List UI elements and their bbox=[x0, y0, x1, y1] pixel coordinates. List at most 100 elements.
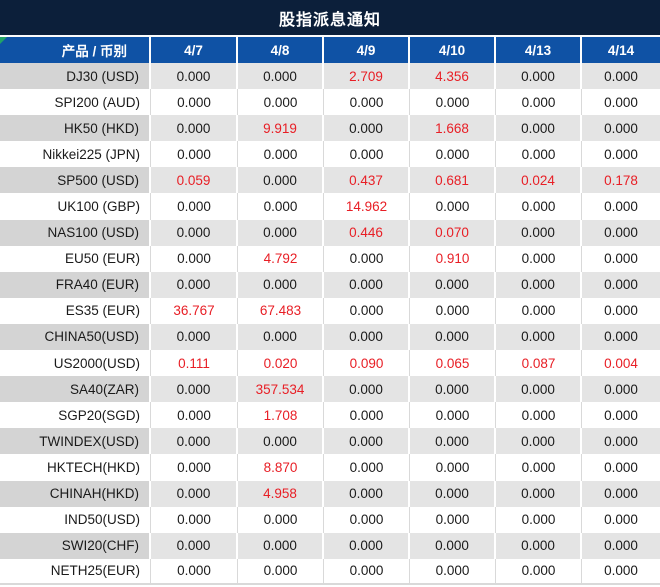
product-cell: TWINDEX(USD) bbox=[0, 428, 151, 455]
value-cell: 0.000 bbox=[496, 193, 582, 220]
product-cell: SGP20(SGD) bbox=[0, 402, 151, 429]
table-row: SGP20(SGD) 0.000 1.708 0.000 0.000 0.000 0.000 bbox=[0, 402, 660, 429]
value-cell: 0.000 bbox=[582, 480, 660, 507]
table-row: IND50(USD) 0.000 0.000 0.000 0.000 0.000 0.000 bbox=[0, 506, 660, 533]
value-cell: 0.000 bbox=[582, 376, 660, 403]
dividend-table: 产品 / 币别 4/7 4/8 4/9 4/10 4/13 4/14 DJ30 (USD) 0… bbox=[0, 37, 660, 585]
product-header-label: 产品 / 币别 bbox=[61, 44, 127, 59]
value-cell: 0.111 bbox=[151, 350, 238, 377]
value-cell: 0.000 bbox=[151, 506, 238, 533]
value-cell: 0.000 bbox=[151, 271, 238, 298]
value-cell: 0.000 bbox=[496, 245, 582, 272]
column-header-date: 4/7 bbox=[151, 37, 238, 63]
product-cell: DJ30 (USD) bbox=[0, 63, 151, 90]
value-cell: 0.000 bbox=[496, 297, 582, 324]
value-cell: 0.446 bbox=[324, 219, 410, 246]
product-cell: ES35 (EUR) bbox=[0, 297, 151, 324]
value-cell: 0.000 bbox=[496, 63, 582, 90]
value-cell: 0.000 bbox=[238, 558, 324, 585]
column-header-date: 4/13 bbox=[496, 37, 582, 63]
value-cell: 9.919 bbox=[238, 115, 324, 142]
value-cell: 0.681 bbox=[410, 167, 496, 194]
value-cell: 14.962 bbox=[324, 193, 410, 220]
column-header-date: 4/10 bbox=[410, 37, 496, 63]
table-row: CHINA50(USD) 0.000 0.000 0.000 0.000 0.000 0.0… bbox=[0, 323, 660, 351]
value-cell: 0.000 bbox=[582, 454, 660, 481]
value-cell: 0.000 bbox=[582, 506, 660, 533]
value-cell: 0.000 bbox=[496, 323, 582, 351]
value-cell: 0.000 bbox=[151, 532, 238, 559]
value-cell: 0.065 bbox=[410, 350, 496, 377]
value-cell: 0.070 bbox=[410, 219, 496, 246]
value-cell: 0.000 bbox=[324, 376, 410, 403]
value-cell: 0.000 bbox=[324, 89, 410, 116]
value-cell: 0.000 bbox=[410, 402, 496, 429]
header-row: 产品 / 币别 4/7 4/8 4/9 4/10 4/13 4/14 bbox=[0, 37, 660, 63]
value-cell: 0.000 bbox=[496, 480, 582, 507]
table-row: NETH25(EUR) 0.000 0.000 0.000 0.000 0.000 0.00… bbox=[0, 558, 660, 585]
value-cell: 4.792 bbox=[238, 245, 324, 272]
value-cell: 8.870 bbox=[238, 454, 324, 481]
table-row: SWI20(CHF) 0.000 0.000 0.000 0.000 0.000 0.000 bbox=[0, 532, 660, 559]
value-cell: 0.000 bbox=[582, 271, 660, 298]
value-cell: 0.000 bbox=[582, 402, 660, 429]
value-cell: 0.000 bbox=[496, 141, 582, 168]
value-cell: 0.000 bbox=[496, 454, 582, 481]
value-cell: 0.000 bbox=[324, 454, 410, 481]
value-cell: 0.059 bbox=[151, 167, 238, 194]
value-cell: 0.000 bbox=[496, 89, 582, 116]
table-row: SP500 (USD) 0.059 0.000 0.437 0.681 0.024 0.17… bbox=[0, 167, 660, 194]
value-cell: 0.000 bbox=[496, 558, 582, 585]
value-cell: 0.000 bbox=[582, 115, 660, 142]
product-cell: Nikkei225 (JPN) bbox=[0, 141, 151, 168]
value-cell: 0.000 bbox=[238, 193, 324, 220]
product-cell: SWI20(CHF) bbox=[0, 532, 151, 559]
value-cell: 1.668 bbox=[410, 115, 496, 142]
dividend-table-body: DJ30 (USD) 0.000 0.000 2.709 4.356 0.000 0.000… bbox=[0, 63, 660, 585]
value-cell: 0.000 bbox=[151, 323, 238, 351]
value-cell: 0.000 bbox=[324, 402, 410, 429]
value-cell: 0.000 bbox=[410, 376, 496, 403]
value-cell: 0.000 bbox=[410, 454, 496, 481]
value-cell: 0.000 bbox=[496, 219, 582, 246]
value-cell: 1.708 bbox=[238, 402, 324, 429]
value-cell: 0.000 bbox=[238, 141, 324, 168]
value-cell: 0.000 bbox=[151, 141, 238, 168]
value-cell: 0.000 bbox=[410, 506, 496, 533]
value-cell: 0.000 bbox=[324, 428, 410, 455]
value-cell: 0.000 bbox=[496, 402, 582, 429]
product-cell: HK50 (HKD) bbox=[0, 115, 151, 142]
column-header-date: 4/9 bbox=[324, 37, 410, 63]
value-cell: 0.000 bbox=[496, 428, 582, 455]
value-cell: 0.000 bbox=[238, 532, 324, 559]
value-cell: 0.000 bbox=[582, 297, 660, 324]
value-cell: 0.000 bbox=[582, 558, 660, 585]
value-cell: 4.958 bbox=[238, 480, 324, 507]
value-cell: 0.000 bbox=[324, 506, 410, 533]
product-cell: HKTECH(HKD) bbox=[0, 454, 151, 481]
table-row: EU50 (EUR) 0.000 4.792 0.000 0.910 0.000 0.000 bbox=[0, 245, 660, 272]
value-cell: 0.000 bbox=[410, 532, 496, 559]
value-cell: 0.000 bbox=[410, 558, 496, 585]
value-cell: 0.000 bbox=[410, 323, 496, 351]
table-row: TWINDEX(USD) 0.000 0.000 0.000 0.000 0.000 0.0… bbox=[0, 428, 660, 455]
product-cell: SP500 (USD) bbox=[0, 167, 151, 194]
value-cell: 0.000 bbox=[582, 245, 660, 272]
value-cell: 0.000 bbox=[324, 558, 410, 585]
value-cell: 357.534 bbox=[238, 376, 324, 403]
table-row: CHINAH(HKD) 0.000 4.958 0.000 0.000 0.000 0.00… bbox=[0, 480, 660, 507]
table-row: UK100 (GBP) 0.000 0.000 14.962 0.000 0.000 0.0… bbox=[0, 193, 660, 220]
value-cell: 0.000 bbox=[582, 428, 660, 455]
table-row: NAS100 (USD) 0.000 0.000 0.446 0.070 0.000 0.0… bbox=[0, 219, 660, 246]
dividend-table-header: 产品 / 币别 4/7 4/8 4/9 4/10 4/13 4/14 bbox=[0, 37, 660, 63]
value-cell: 0.000 bbox=[151, 115, 238, 142]
value-cell: 0.000 bbox=[410, 89, 496, 116]
value-cell: 0.000 bbox=[582, 219, 660, 246]
value-cell: 36.767 bbox=[151, 297, 238, 324]
table-row: HKTECH(HKD) 0.000 8.870 0.000 0.000 0.000 0.00… bbox=[0, 454, 660, 481]
value-cell: 0.024 bbox=[496, 167, 582, 194]
product-cell: IND50(USD) bbox=[0, 506, 151, 533]
value-cell: 0.000 bbox=[324, 480, 410, 507]
value-cell: 67.483 bbox=[238, 297, 324, 324]
